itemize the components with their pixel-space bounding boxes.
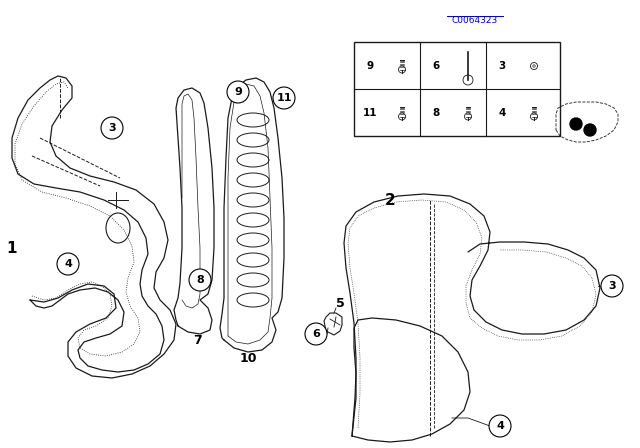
Text: 5: 5 (335, 297, 344, 310)
Text: 11: 11 (276, 93, 292, 103)
Circle shape (305, 323, 327, 345)
Text: 1: 1 (7, 241, 17, 255)
Text: 8: 8 (433, 108, 440, 118)
Circle shape (227, 81, 249, 103)
Text: 4: 4 (64, 259, 72, 269)
Circle shape (189, 269, 211, 291)
Text: 9: 9 (234, 87, 242, 97)
Circle shape (273, 87, 295, 109)
Text: 6: 6 (433, 61, 440, 71)
Circle shape (601, 275, 623, 297)
Text: 3: 3 (608, 281, 616, 291)
Text: 6: 6 (312, 329, 320, 339)
Text: 4: 4 (499, 108, 506, 118)
Circle shape (101, 117, 123, 139)
Text: 11: 11 (363, 108, 377, 118)
Circle shape (489, 415, 511, 437)
Text: 2: 2 (385, 193, 396, 207)
Text: C0064323: C0064323 (452, 16, 498, 25)
Text: 10: 10 (239, 352, 257, 365)
Text: 3: 3 (499, 61, 506, 71)
Circle shape (584, 124, 596, 136)
Circle shape (57, 253, 79, 275)
Text: 7: 7 (194, 333, 202, 346)
Text: 4: 4 (496, 421, 504, 431)
Text: 8: 8 (196, 275, 204, 285)
Text: 3: 3 (108, 123, 116, 133)
Circle shape (570, 118, 582, 130)
Text: 9: 9 (367, 61, 374, 71)
Bar (354, 42, 560, 136)
